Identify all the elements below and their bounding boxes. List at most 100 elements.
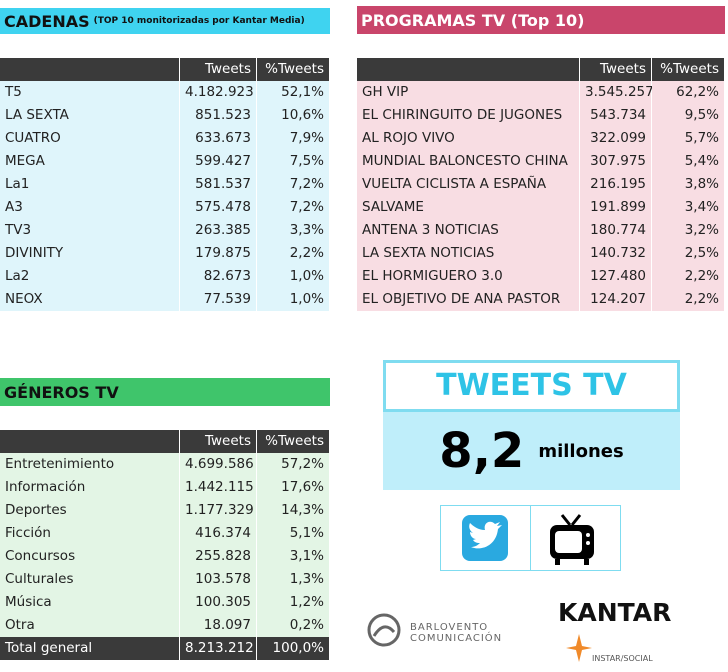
instar-icon	[566, 634, 592, 662]
value-cell: 10,6%	[257, 104, 330, 127]
cadenas-header: CADENAS (TOP 10 monitorizadas por Kantar…	[0, 8, 330, 34]
label-cell: VUELTA CICLISTA A ESPAÑA	[357, 173, 580, 196]
value-cell: 3,4%	[652, 196, 725, 219]
label-cell: SALVAME	[357, 196, 580, 219]
title: CADENAS	[4, 11, 90, 31]
value-cell: 62,2%	[652, 81, 725, 104]
value-cell: 14,3%	[257, 499, 330, 522]
value-cell: 2,2%	[652, 265, 725, 288]
label-cell: Entretenimiento	[0, 453, 180, 476]
column-header: %Tweets	[652, 58, 725, 81]
label-cell: ANTENA 3 NOTICIAS	[357, 219, 580, 242]
column-header: Tweets	[180, 58, 257, 81]
total-cell: 8.213.212	[180, 637, 257, 660]
header-cell	[0, 430, 180, 453]
label-cell: T5	[0, 81, 180, 104]
label-cell: MEGA	[0, 150, 180, 173]
value-cell: 581.537	[180, 173, 257, 196]
value-cell: 0,2%	[257, 614, 330, 637]
value-cell: 124.207	[580, 288, 652, 311]
column-header: Tweets	[180, 430, 257, 453]
label-cell: Concursos	[0, 545, 180, 568]
label-cell: NEOX	[0, 288, 180, 311]
label-cell: LA SEXTA	[0, 104, 180, 127]
label-cell: GH VIP	[357, 81, 580, 104]
label-cell: EL OBJETIVO DE ANA PASTOR	[357, 288, 580, 311]
title: GÉNEROS TV	[4, 382, 119, 402]
total-cell: 100,0%	[257, 637, 330, 660]
value-cell: 1,3%	[257, 568, 330, 591]
value-cell: 82.673	[180, 265, 257, 288]
header-cell	[0, 58, 180, 81]
label-cell: CUATRO	[0, 127, 180, 150]
value-cell: 216.195	[580, 173, 652, 196]
barlovento-logo	[367, 613, 401, 647]
value-cell: 4.699.586	[180, 453, 257, 476]
column-header: %Tweets	[257, 430, 330, 453]
value-cell: 3,2%	[652, 219, 725, 242]
value-cell: 7,2%	[257, 173, 330, 196]
value-cell: 9,5%	[652, 104, 725, 127]
value-cell: 633.673	[180, 127, 257, 150]
barlovento-text: BARLOVENTO COMUNICACIÓN	[410, 622, 502, 644]
value-cell: 2,2%	[257, 242, 330, 265]
value-cell: 2,5%	[652, 242, 725, 265]
value-cell: 1,0%	[257, 288, 330, 311]
value-cell: 7,9%	[257, 127, 330, 150]
value-cell: 5,4%	[652, 150, 725, 173]
value-cell: 3,8%	[652, 173, 725, 196]
label-cell: La2	[0, 265, 180, 288]
value-cell: 599.427	[180, 150, 257, 173]
value-cell: 322.099	[580, 127, 652, 150]
value-cell: 127.480	[580, 265, 652, 288]
label-cell: AL ROJO VIVO	[357, 127, 580, 150]
value-cell: 100.305	[180, 591, 257, 614]
value-cell: 191.899	[580, 196, 652, 219]
value-cell: 1,0%	[257, 265, 330, 288]
header-cell	[357, 58, 580, 81]
generos-header: GÉNEROS TV	[0, 378, 330, 406]
icons	[440, 505, 621, 571]
label-cell: Culturales	[0, 568, 180, 591]
value-cell: 7,5%	[257, 150, 330, 173]
column-header: Tweets	[580, 58, 652, 81]
label-cell: EL HORMIGUERO 3.0	[357, 265, 580, 288]
label-cell: Deportes	[0, 499, 180, 522]
programas-header: PROGRAMAS TV (Top 10)	[357, 6, 725, 34]
value-cell: 77.539	[180, 288, 257, 311]
label-cell: MUNDIAL BALONCESTO CHINA	[357, 150, 580, 173]
value-cell: 851.523	[180, 104, 257, 127]
summary-box: 8,2 millones	[383, 412, 680, 490]
value-cell: 3.545.257	[580, 81, 654, 104]
value-cell: 307.975	[580, 150, 652, 173]
value-cell: 180.774	[580, 219, 652, 242]
value-cell: 543.734	[580, 104, 652, 127]
value-cell: 2,2%	[652, 288, 725, 311]
value-cell: 7,2%	[257, 196, 330, 219]
summary-unit: millones	[538, 440, 624, 462]
subtitle: (TOP 10 monitorizadas por Kantar Media)	[93, 16, 305, 26]
label-cell: DIVINITY	[0, 242, 180, 265]
instar-text: INSTAR/SOCIAL	[592, 654, 653, 663]
value-cell: 18.097	[180, 614, 257, 637]
value-cell: 1.442.115	[180, 476, 257, 499]
value-cell: 17,6%	[257, 476, 330, 499]
value-cell: 4.182.923	[180, 81, 257, 104]
value-cell: 1,2%	[257, 591, 330, 614]
value-cell: 5,1%	[257, 522, 330, 545]
value-cell: 416.374	[180, 522, 257, 545]
value-cell: 5,7%	[652, 127, 725, 150]
value-cell: 3,3%	[257, 219, 330, 242]
total-cell: Total general	[0, 637, 180, 660]
label-cell: EL CHIRINGUITO DE JUGONES	[357, 104, 580, 127]
value-cell: 57,2%	[257, 453, 330, 476]
twitter-bird	[469, 521, 502, 549]
title: PROGRAMAS TV (Top 10)	[361, 10, 585, 30]
label-cell: A3	[0, 196, 180, 219]
summary-title: TWEETS TV	[383, 360, 680, 412]
value-cell: 575.478	[180, 196, 257, 219]
value-cell: 255.828	[180, 545, 257, 568]
value-cell: 179.875	[180, 242, 257, 265]
column-header: %Tweets	[257, 58, 330, 81]
